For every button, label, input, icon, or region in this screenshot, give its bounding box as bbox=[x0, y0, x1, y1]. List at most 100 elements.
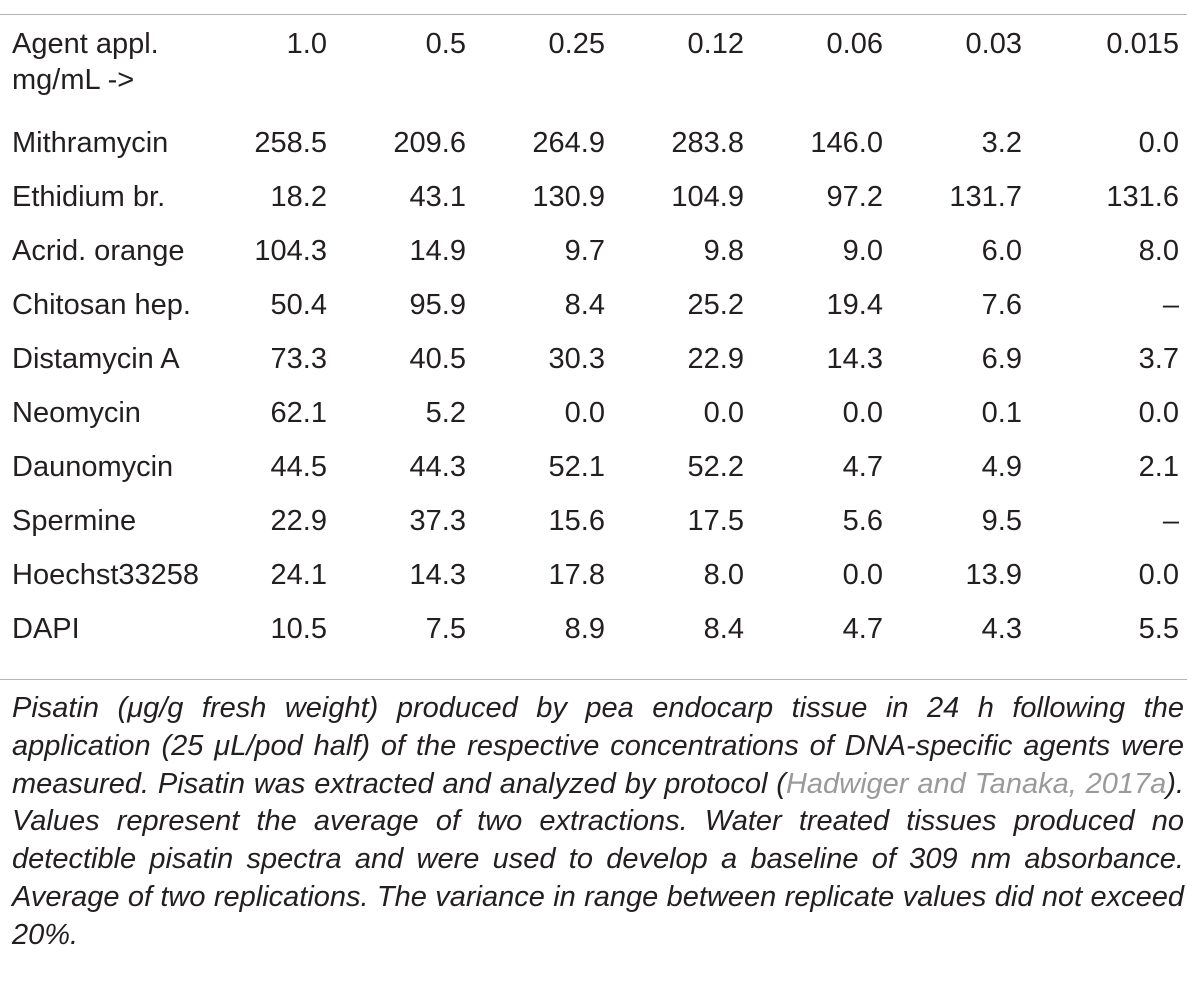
value-cell: 0.0 bbox=[1138, 127, 1179, 159]
table-row: DAPI 10.5 7.5 8.9 8.4 4.7 4.3 5.5 bbox=[0, 602, 1179, 656]
value-cell: 6.9 bbox=[981, 343, 1022, 375]
value-cell: 44.3 bbox=[409, 451, 466, 483]
table-row: Chitosan hep. 50.4 95.9 8.4 25.2 19.4 7.6 – bbox=[0, 278, 1179, 332]
value-cell: 95.9 bbox=[409, 289, 466, 321]
value-cell: – bbox=[1162, 505, 1179, 537]
value-cell: 3.2 bbox=[981, 127, 1022, 159]
agent-name-cell: Neomycin bbox=[12, 397, 141, 429]
value-cell: 2.1 bbox=[1138, 451, 1179, 483]
value-cell: 13.9 bbox=[965, 559, 1022, 591]
value-cell: 209.6 bbox=[393, 127, 466, 159]
value-cell: 283.8 bbox=[671, 127, 744, 159]
value-cell: 4.7 bbox=[842, 451, 883, 483]
value-cell: 0.1 bbox=[981, 397, 1022, 429]
value-cell: 30.3 bbox=[548, 343, 605, 375]
table-row: Acrid. orange 104.3 14.9 9.7 9.8 9.0 6.0 8.0 bbox=[0, 224, 1179, 278]
value-cell: 44.5 bbox=[270, 451, 327, 483]
value-cell: 9.8 bbox=[703, 235, 744, 267]
value-cell: 3.7 bbox=[1138, 343, 1179, 375]
table-bottom-rule bbox=[0, 679, 1187, 680]
value-cell: 9.7 bbox=[564, 235, 605, 267]
value-cell: 104.9 bbox=[671, 181, 744, 213]
value-cell: 104.3 bbox=[254, 235, 327, 267]
value-cell: 7.5 bbox=[425, 613, 466, 645]
value-cell: 37.3 bbox=[409, 505, 466, 537]
value-cell: 264.9 bbox=[532, 127, 605, 159]
value-cell: 4.7 bbox=[842, 613, 883, 645]
value-cell: 25.2 bbox=[687, 289, 744, 321]
header-concentration: 0.12 bbox=[687, 28, 744, 60]
value-cell: 8.4 bbox=[703, 613, 744, 645]
header-concentration: 0.5 bbox=[425, 28, 466, 60]
agent-name-cell: Distamycin A bbox=[12, 343, 180, 375]
value-cell: 0.0 bbox=[1138, 397, 1179, 429]
value-cell: 258.5 bbox=[254, 127, 327, 159]
table-row: Mithramycin 258.5 209.6 264.9 283.8 146.0 3.2 0… bbox=[0, 116, 1179, 170]
table-row: Spermine 22.9 37.3 15.6 17.5 5.6 9.5 – bbox=[0, 494, 1179, 548]
value-cell: 131.7 bbox=[949, 181, 1022, 213]
value-cell: 9.0 bbox=[842, 235, 883, 267]
value-cell: 43.1 bbox=[409, 181, 466, 213]
value-cell: 0.0 bbox=[842, 397, 883, 429]
value-cell: 22.9 bbox=[687, 343, 744, 375]
table-row: Ethidium br. 18.2 43.1 130.9 104.9 97.2 131.7 1… bbox=[0, 170, 1179, 224]
value-cell: 52.1 bbox=[548, 451, 605, 483]
header-concentration: 0.06 bbox=[826, 28, 883, 60]
value-cell: 73.3 bbox=[270, 343, 327, 375]
value-cell: 17.5 bbox=[687, 505, 744, 537]
agent-name-cell: Daunomycin bbox=[12, 451, 174, 483]
header-concentration: 0.25 bbox=[548, 28, 605, 60]
value-cell: 14.3 bbox=[409, 559, 466, 591]
table-row: Hoechst33258 24.1 14.3 17.8 8.0 0.0 13.9 0.0 bbox=[0, 548, 1179, 602]
value-cell: 14.9 bbox=[409, 235, 466, 267]
agent-name-cell: Ethidium br. bbox=[12, 181, 166, 213]
value-cell: 50.4 bbox=[270, 289, 327, 321]
value-cell: 0.0 bbox=[564, 397, 605, 429]
value-cell: 7.6 bbox=[981, 289, 1022, 321]
value-cell: 8.4 bbox=[564, 289, 605, 321]
table-row: Daunomycin 44.5 44.3 52.1 52.2 4.7 4.9 2.1 bbox=[0, 440, 1179, 494]
table-row: Distamycin A 73.3 40.5 30.3 22.9 14.3 6.9 3.7 bbox=[0, 332, 1179, 386]
value-cell: 8.9 bbox=[564, 613, 605, 645]
value-cell: 5.2 bbox=[425, 397, 466, 429]
value-cell: 5.6 bbox=[842, 505, 883, 537]
value-cell: 40.5 bbox=[409, 343, 466, 375]
citation-link[interactable]: Hadwiger and Tanaka, 2017a bbox=[785, 767, 1167, 800]
value-cell: 0.0 bbox=[842, 559, 883, 591]
value-cell: 6.0 bbox=[981, 235, 1022, 267]
agent-name-cell: Hoechst33258 bbox=[12, 559, 200, 591]
table-top-rule bbox=[0, 14, 1187, 15]
value-cell: 62.1 bbox=[270, 397, 327, 429]
value-cell: 15.6 bbox=[548, 505, 605, 537]
header-concentration: 0.015 bbox=[1106, 28, 1179, 60]
value-cell: 22.9 bbox=[270, 505, 327, 537]
value-cell: 0.0 bbox=[703, 397, 744, 429]
value-cell: 8.0 bbox=[703, 559, 744, 591]
table-header-row: Agent appl. mg/mL -> 1.0 0.5 0.25 0.12 0… bbox=[0, 26, 1179, 116]
value-cell: 146.0 bbox=[810, 127, 883, 159]
agent-name-cell: Chitosan hep. bbox=[12, 289, 191, 321]
agent-name-cell: Acrid. orange bbox=[12, 235, 185, 267]
value-cell: 14.3 bbox=[826, 343, 883, 375]
value-cell: – bbox=[1162, 289, 1179, 321]
table-caption: Pisatin (μg/g fresh weight) produced by … bbox=[12, 690, 1184, 955]
value-cell: 8.0 bbox=[1138, 235, 1179, 267]
value-cell: 131.6 bbox=[1106, 181, 1179, 213]
value-cell: 18.2 bbox=[270, 181, 327, 213]
data-table: Agent appl. mg/mL -> 1.0 0.5 0.25 0.12 0… bbox=[0, 26, 1179, 656]
value-cell: 97.2 bbox=[826, 181, 883, 213]
caption-text-after: ). Values represent the average of two e… bbox=[12, 767, 1185, 951]
value-cell: 24.1 bbox=[270, 559, 327, 591]
agent-name-cell: Mithramycin bbox=[12, 127, 169, 159]
value-cell: 52.2 bbox=[687, 451, 744, 483]
table-row: Neomycin 62.1 5.2 0.0 0.0 0.0 0.1 0.0 bbox=[0, 386, 1179, 440]
value-cell: 4.3 bbox=[981, 613, 1022, 645]
value-cell: 10.5 bbox=[270, 613, 327, 645]
agent-name-cell: DAPI bbox=[12, 613, 80, 645]
header-agent-label: Agent appl. mg/mL -> bbox=[12, 28, 159, 96]
caption-text-before: Pisatin (μg/g fresh weight) produced by … bbox=[12, 692, 1184, 800]
value-cell: 0.0 bbox=[1138, 559, 1179, 591]
value-cell: 9.5 bbox=[981, 505, 1022, 537]
value-cell: 4.9 bbox=[981, 451, 1022, 483]
